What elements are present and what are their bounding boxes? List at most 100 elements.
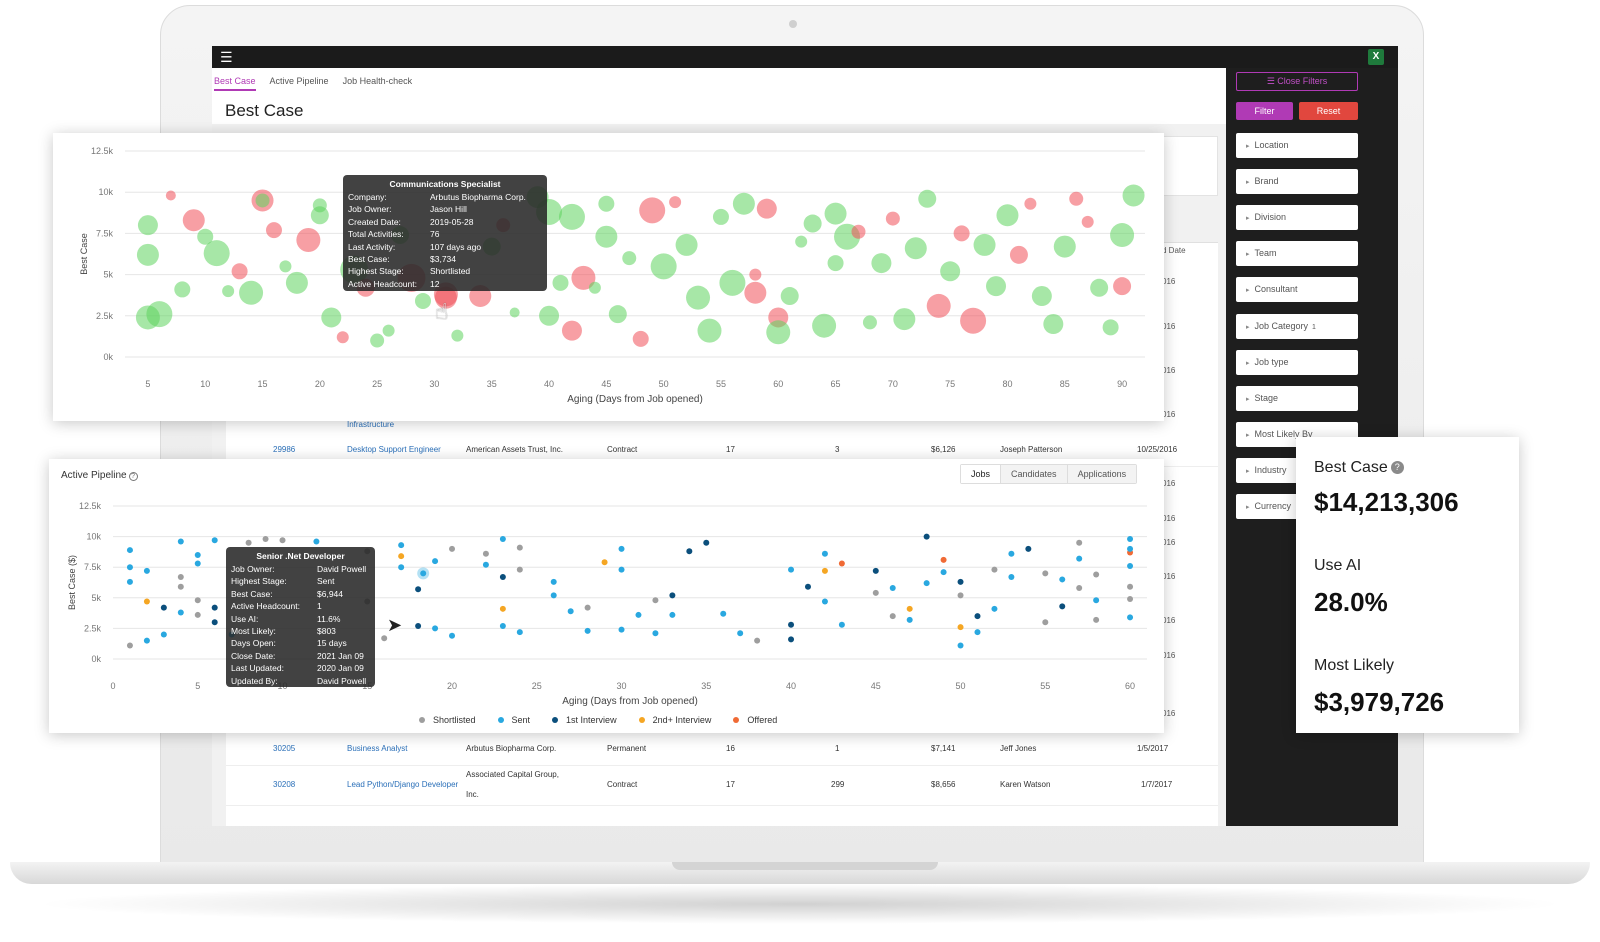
hand-cursor-icon: ☝	[435, 299, 449, 324]
company-cell-line2: Inc.	[466, 790, 479, 799]
table-cell: 016	[1162, 410, 1176, 419]
pipeline-point	[923, 580, 930, 587]
legend-label: Sent	[511, 715, 531, 725]
filter-consultant[interactable]: ▸ Consultant	[1236, 277, 1358, 302]
pipeline-point	[1042, 619, 1049, 626]
bubble-point	[940, 261, 961, 282]
filter-stage[interactable]: ▸ Stage	[1236, 386, 1358, 411]
excel-icon[interactable]: X	[1368, 49, 1384, 65]
tooltip-key: Best Case:	[231, 588, 273, 599]
pipeline-point	[788, 566, 795, 573]
filter-job-category[interactable]: ▸ Job Category 1	[1236, 314, 1358, 339]
pipeline-point	[449, 632, 456, 639]
best-case-bubble-chart[interactable]: 0k 2.5k 5k 7.5k 10k 12.5k 5 10 15 20 25 30 35 40 45 50 5…	[53, 133, 1164, 421]
tooltip-row: Highest Stage: Sent	[226, 575, 375, 587]
table-cell-link[interactable]: Infrastructure	[347, 420, 395, 429]
count-cell: 3	[835, 445, 840, 454]
owner-cell: Jeff Jones	[1000, 744, 1037, 753]
legend-item[interactable]: Sent	[497, 715, 531, 725]
job-title-link[interactable]: Lead Python/Django Developer	[347, 780, 459, 789]
toggle-jobs[interactable]: Jobs	[961, 465, 1001, 483]
pipeline-point	[194, 611, 201, 618]
active-pipeline-chart[interactable]: 0k2.5k5k7.5k10k12.5k05101520253035404550…	[49, 459, 1164, 733]
filter-label: Most Likely By	[1254, 429, 1313, 439]
bubble-point	[697, 318, 722, 343]
pipeline-toggle-group: Jobs Candidates Applications	[960, 464, 1138, 484]
close-filters-button[interactable]: ☰ Close Filters	[1236, 72, 1358, 91]
pipeline-point	[821, 598, 828, 605]
bubble-point	[986, 276, 1007, 297]
tooltip-row: Active Headcount: 12	[343, 278, 547, 290]
bubble-point	[588, 281, 601, 294]
legend-marker	[419, 717, 425, 723]
pipeline-point	[821, 550, 828, 557]
tab-active-pipeline[interactable]: Active Pipeline	[269, 76, 329, 86]
tooltip-title: Senior .Net Developer	[256, 551, 345, 561]
filter-button[interactable]: Filter	[1236, 102, 1293, 120]
reset-button[interactable]: Reset	[1299, 102, 1358, 120]
job-id-link[interactable]: 29986	[273, 445, 296, 454]
legend-item[interactable]: 1st Interview	[552, 715, 617, 725]
pipeline-point	[1093, 616, 1100, 623]
y-tick-label: 2.5k	[84, 623, 102, 633]
pipeline-point	[482, 561, 489, 568]
y-tick-label: 7.5k	[96, 228, 114, 238]
type-cell: Contract	[607, 445, 638, 454]
chevron-right-icon: ▸	[1246, 396, 1250, 403]
filter-brand[interactable]: ▸ Brand	[1236, 169, 1358, 194]
legend-item[interactable]: Offered	[733, 715, 777, 725]
pipeline-point	[1025, 545, 1032, 552]
legend-item[interactable]: 2nd+ Interview	[638, 715, 712, 725]
bubble-point	[571, 265, 596, 290]
legend-item[interactable]: Shortlisted	[419, 715, 476, 725]
tooltip-key: Days Open:	[231, 638, 276, 649]
job-id-link[interactable]: 30205	[273, 744, 296, 753]
laptop-shadow	[30, 884, 1570, 924]
info-icon[interactable]: ?	[1390, 461, 1404, 475]
bubble-point	[296, 227, 321, 252]
toggle-candidates[interactable]: Candidates	[1000, 465, 1067, 483]
bubble-point	[871, 253, 892, 274]
tooltip-value: $3,734	[430, 254, 456, 265]
hamburger-icon[interactable]: ☰	[220, 49, 233, 65]
job-title-link[interactable]: Business Analyst	[347, 744, 408, 753]
filter-job-type[interactable]: ▸ Job type	[1236, 350, 1358, 375]
date-cell: 1/7/2017	[1141, 780, 1173, 789]
pipeline-point	[194, 551, 201, 558]
bubble-point	[669, 196, 682, 209]
table-row[interactable]: 30205 Business Analyst Arbutus Biopharma…	[226, 732, 1218, 766]
filter-team[interactable]: ▸ Team	[1236, 241, 1358, 266]
tooltip-row: Job Owner: David Powell	[226, 563, 375, 575]
filter-location[interactable]: ▸ Location	[1236, 133, 1358, 158]
job-id-link[interactable]: 30208	[273, 780, 296, 789]
tab-job-health-check[interactable]: Job Health-check	[342, 76, 413, 86]
table-row[interactable]: 30208 Lead Python/Django Developer Assoc…	[226, 766, 1218, 806]
amount-cell: $8,656	[931, 780, 956, 789]
bubble-point	[203, 240, 230, 267]
pipeline-point	[126, 578, 133, 585]
tooltip-row: Company: Arbutus Biopharma Corp.	[343, 191, 547, 203]
pipeline-point	[1059, 576, 1066, 583]
use-ai-label: Use AI	[1314, 557, 1362, 574]
toggle-applications[interactable]: Applications	[1066, 465, 1137, 483]
tooltip-key: Best Case:	[348, 254, 390, 265]
legend-label: 2nd+ Interview	[652, 715, 712, 725]
filter-division[interactable]: ▸ Division	[1236, 205, 1358, 230]
pipeline-point	[838, 621, 845, 628]
tab-best-case[interactable]: Best Case	[214, 76, 256, 91]
filter-label: Stage	[1254, 393, 1279, 403]
tooltip-row: Last Updated: 2020 Jan 09	[226, 662, 375, 674]
info-icon[interactable]: ?	[128, 472, 138, 481]
pipeline-point	[940, 569, 947, 576]
tooltip-key: Use AI:	[231, 613, 259, 624]
tooltip-row: Close Date: 2021 Jan 09	[226, 650, 375, 662]
x-tick-label: 45	[601, 379, 611, 389]
tooltip-value: 12	[430, 278, 440, 289]
type-cell: Contract	[607, 780, 638, 789]
laptop-base	[10, 862, 1590, 884]
pipeline-point	[940, 556, 947, 563]
job-title-link[interactable]: Desktop Support Engineer	[347, 445, 441, 454]
y-axis-title: Best Case	[79, 233, 89, 275]
tooltip-key: Last Updated:	[231, 663, 284, 674]
use-ai-value: 28.0%	[1314, 587, 1388, 617]
